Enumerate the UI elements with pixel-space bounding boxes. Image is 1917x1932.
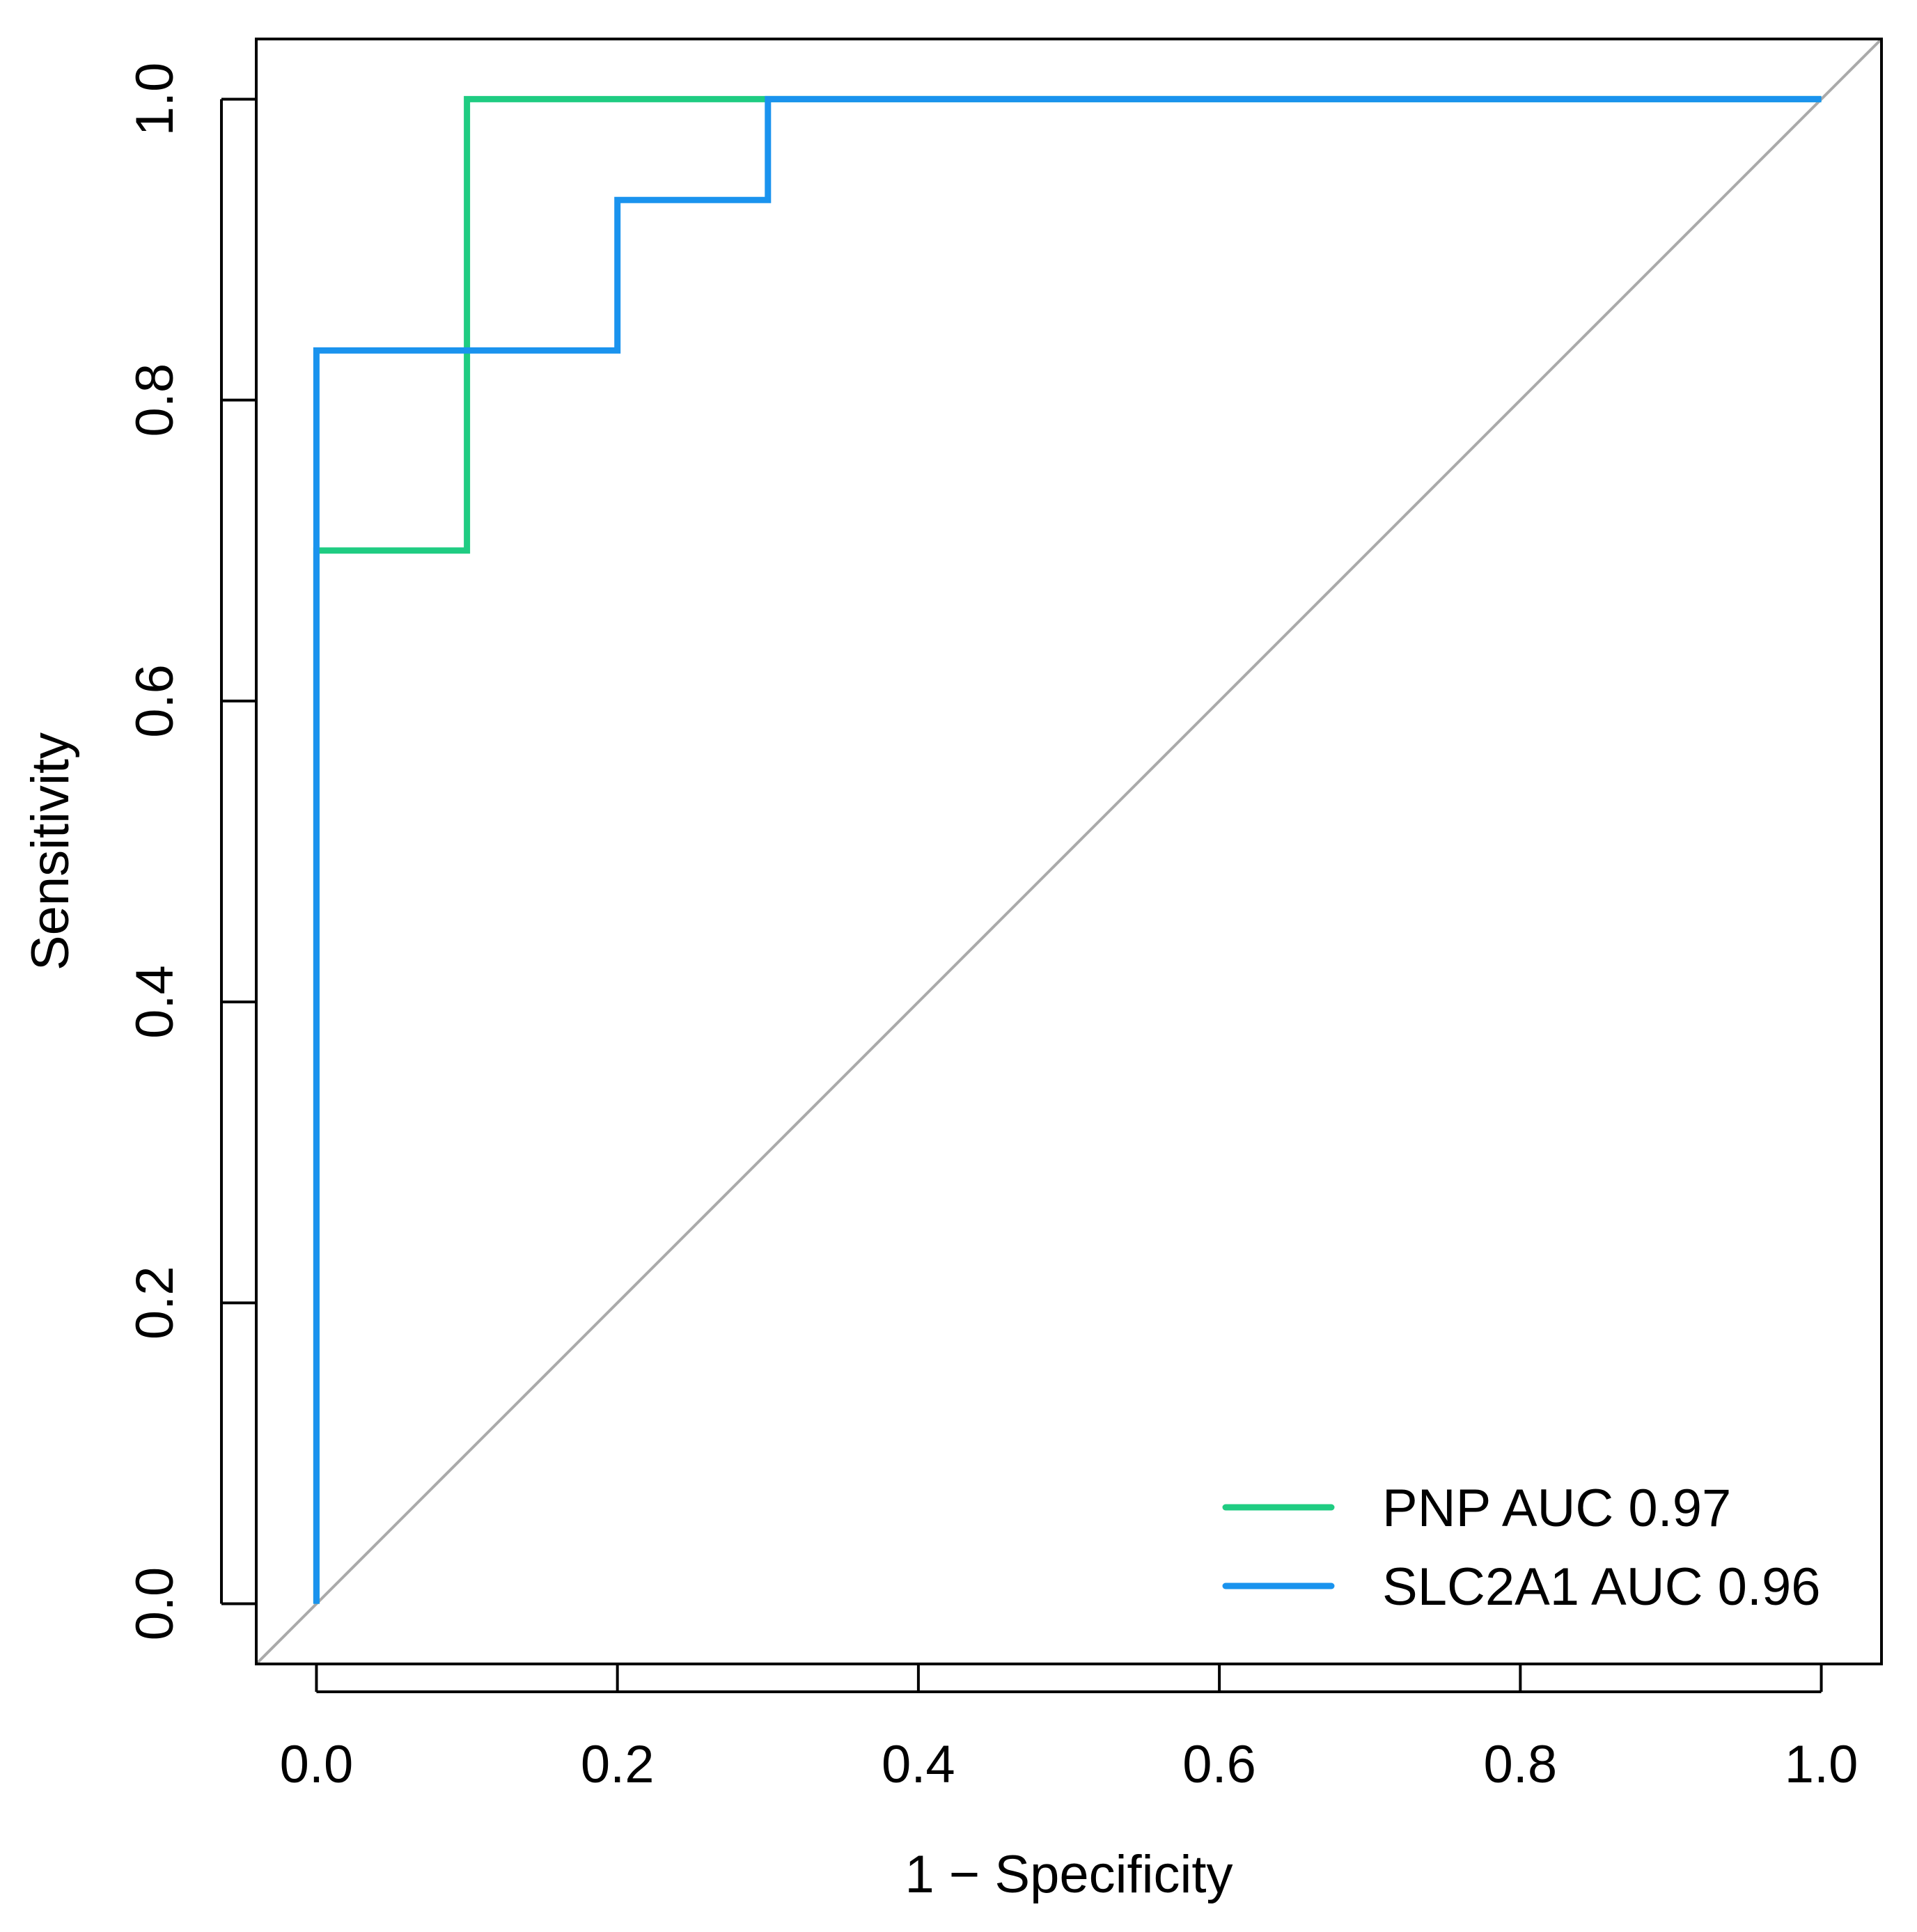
- x-tick-label: 0.8: [1484, 1735, 1558, 1794]
- y-axis-title: Sensitivity: [21, 732, 80, 971]
- reference-diagonal-line: [255, 38, 1883, 1665]
- y-tick-label: 0.0: [125, 1567, 185, 1641]
- legend-label-pnp: PNP AUC 0.97: [1382, 1479, 1731, 1538]
- x-axis-title: 1 − Specificity: [905, 1845, 1233, 1904]
- y-tick-label: 1.0: [125, 63, 185, 136]
- reference-diagonal-layer: [255, 38, 1883, 1665]
- x-tick-label: 0.4: [882, 1735, 955, 1794]
- x-tick-label: 0.6: [1182, 1735, 1256, 1794]
- y-tick-label: 0.2: [125, 1266, 185, 1340]
- legend: PNP AUC 0.97 SLC2A1 AUC 0.96: [1222, 1479, 1821, 1617]
- y-axis: 0.0 0.2 0.4 0.6 0.8 1.0: [125, 63, 256, 1641]
- series-line-slc2a1: [313, 95, 1822, 1604]
- x-tick-label: 1.0: [1785, 1735, 1859, 1794]
- x-tick-label: 0.2: [581, 1735, 655, 1794]
- legend-label-slc2a1: SLC2A1 AUC 0.96: [1382, 1557, 1821, 1617]
- series-layer: [313, 95, 1822, 1604]
- y-tick-label: 0.8: [125, 363, 185, 437]
- x-tick-label: 0.0: [280, 1735, 354, 1794]
- y-tick-label: 0.6: [125, 664, 185, 738]
- y-tick-label: 0.4: [125, 965, 185, 1039]
- x-axis: 0.0 0.2 0.4 0.6 0.8 1.0: [280, 1664, 1859, 1794]
- plot-frame: [255, 38, 1883, 1665]
